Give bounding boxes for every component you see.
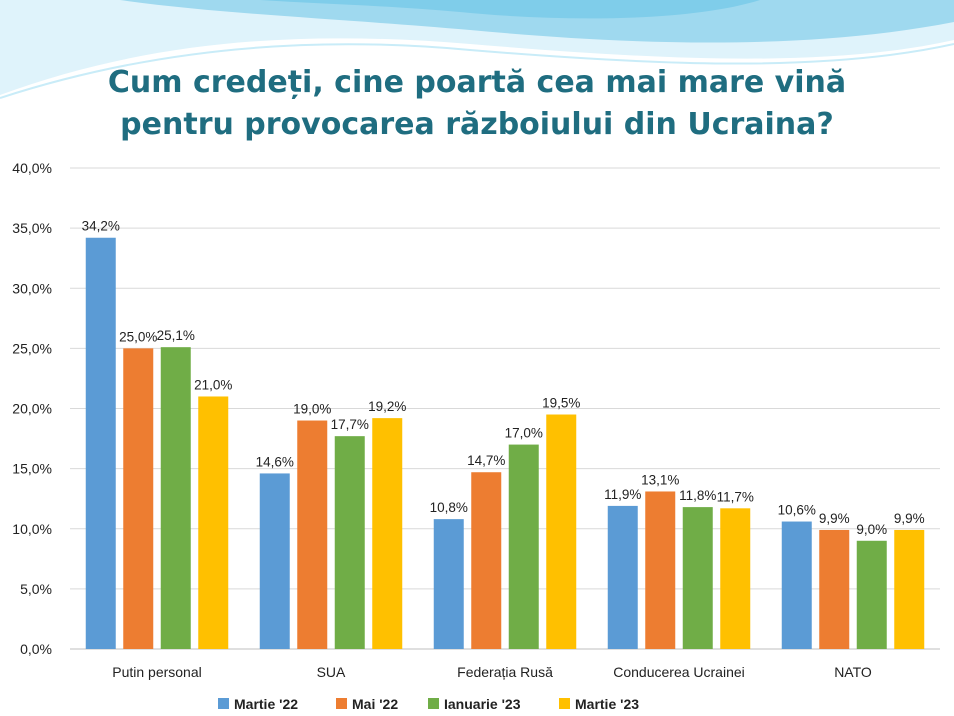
data-label: 9,9% [894, 511, 925, 526]
x-category-label: Conducerea Ucrainei [613, 664, 745, 680]
bars [85, 237, 925, 649]
wave-band-mid [120, 0, 954, 43]
bar [781, 521, 812, 649]
bar [645, 491, 676, 649]
chart-title-line-1: Cum credeți, cine poartă cea mai mare vi… [107, 65, 847, 100]
bar [682, 507, 713, 649]
data-label: 10,8% [430, 500, 468, 515]
wave-line [0, 43, 954, 99]
data-label: 17,7% [331, 417, 369, 432]
data-label: 14,6% [256, 454, 294, 469]
y-tick-label: 35,0% [12, 220, 52, 236]
data-label: 21,0% [194, 377, 232, 392]
bar [160, 347, 191, 649]
bar [720, 508, 751, 649]
bar [856, 540, 887, 649]
data-label: 19,2% [368, 399, 406, 414]
legend-swatch [428, 698, 439, 709]
y-tick-label: 0,0% [20, 641, 52, 657]
legend-label: Martie '22 [234, 696, 298, 712]
data-label: 25,1% [157, 328, 195, 343]
legend-swatch [218, 698, 229, 709]
bar [123, 348, 154, 649]
y-tick-label: 10,0% [12, 521, 52, 537]
header-wave-decoration [0, 0, 954, 99]
y-axis: 0,0% 5,0% 10,0% 15,0% 20,0% 25,0% 30,0% 35,0% 40… [12, 160, 52, 657]
y-tick-label: 30,0% [12, 280, 52, 296]
x-category-label: NATO [834, 664, 872, 680]
y-tick-label: 5,0% [20, 581, 52, 597]
y-tick-label: 20,0% [12, 401, 52, 417]
data-label: 19,0% [293, 402, 331, 417]
bar [297, 420, 328, 649]
data-label: 25,0% [119, 329, 157, 344]
data-label: 11,9% [604, 487, 641, 502]
data-label: 19,5% [542, 396, 580, 411]
bar [433, 519, 464, 649]
legend-swatch [336, 698, 347, 709]
bar [607, 505, 638, 649]
legend-swatch [559, 698, 570, 709]
y-tick-label: 15,0% [12, 461, 52, 477]
bar [819, 529, 850, 649]
data-label: 14,7% [467, 453, 505, 468]
data-label: 10,6% [778, 503, 816, 518]
data-label: 9,0% [856, 522, 887, 537]
y-tick-label: 40,0% [12, 160, 52, 176]
data-label: 13,1% [641, 472, 679, 487]
x-category-label: SUA [317, 664, 346, 680]
bar [259, 473, 290, 649]
data-label: 9,9% [819, 511, 850, 526]
bar [334, 436, 365, 649]
data-label: 11,8% [679, 488, 716, 503]
bar [471, 472, 502, 649]
bar [546, 414, 577, 649]
chart-title-line-2: pentru provocarea războiului din Ucraina… [120, 107, 834, 142]
bar [198, 396, 229, 649]
data-label: 11,7% [717, 489, 754, 504]
x-axis: Putin personal SUA Federația Rusă Conducere… [112, 664, 872, 680]
bar [894, 529, 925, 649]
bar [508, 444, 539, 649]
data-label: 17,0% [505, 426, 543, 441]
data-label: 34,2% [82, 219, 120, 234]
legend: Martie '22 Mai '22 Ianuarie '23 Martie '23 [218, 696, 639, 712]
y-tick-label: 25,0% [12, 340, 52, 356]
bar [85, 237, 116, 649]
legend-label: Ianuarie '23 [444, 696, 521, 712]
bar [372, 418, 403, 649]
x-category-label: Putin personal [112, 664, 202, 680]
legend-label: Martie '23 [575, 696, 639, 712]
wave-band-dark [260, 0, 760, 19]
chart-title: Cum credeți, cine poartă cea mai mare vi… [60, 62, 894, 146]
data-labels: 34,2% 25,0% 25,1% 21,0% 14,6% 19,0%17,7% 19,2%… [82, 219, 925, 537]
x-category-label: Federația Rusă [457, 664, 553, 680]
legend-label: Mai '22 [352, 696, 398, 712]
